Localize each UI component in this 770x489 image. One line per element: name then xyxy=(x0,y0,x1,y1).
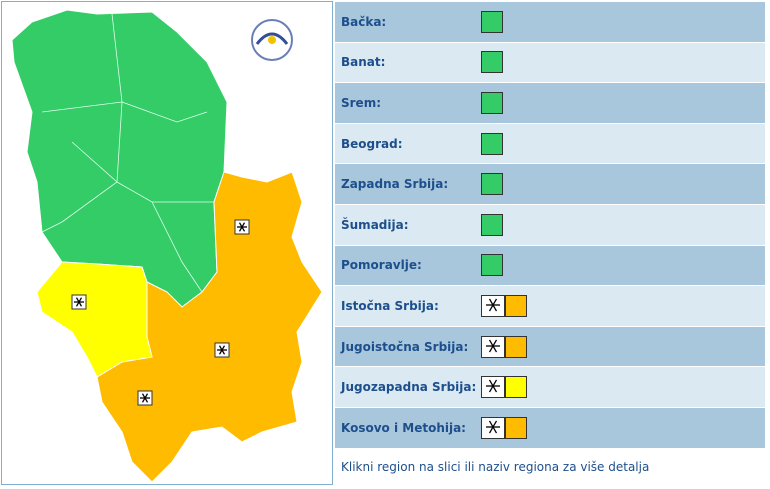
region-name[interactable]: Jugoistočna Srbija: xyxy=(341,339,469,354)
snow-glyph xyxy=(486,420,500,434)
snow-stroke xyxy=(488,420,498,434)
status-cell xyxy=(481,416,527,439)
status-cell xyxy=(481,294,527,317)
map-border xyxy=(151,201,203,293)
snow-stroke xyxy=(488,298,498,312)
snow-stroke xyxy=(488,339,498,352)
status-square xyxy=(505,335,527,358)
region-row: Jugozapadna Srbija: xyxy=(335,367,765,408)
status-cell xyxy=(481,173,503,196)
status-square xyxy=(505,416,527,439)
status-cell xyxy=(481,132,503,155)
snow-glyph xyxy=(486,339,500,352)
map-snow-icon xyxy=(71,294,87,310)
region-name[interactable]: Pomoravlje: xyxy=(341,258,422,273)
snow-glyph xyxy=(486,298,500,312)
status-cell xyxy=(481,51,503,74)
status-square xyxy=(481,132,503,155)
snow-icon xyxy=(481,335,505,358)
status-square xyxy=(481,213,503,236)
map-region[interactable] xyxy=(36,261,153,378)
region-name[interactable]: Kosovo i Metohija: xyxy=(341,420,466,435)
footer-hint: Klikni region na slici ili naziv regiona… xyxy=(341,460,650,474)
map-border xyxy=(41,101,208,123)
region-row: Istočna Srbija: xyxy=(335,286,765,327)
region-row: Banat: xyxy=(335,42,765,84)
region-map xyxy=(1,1,333,485)
map-snow-icon xyxy=(137,390,153,406)
status-cell xyxy=(481,335,527,358)
region-table: Bačka: Banat: Srem: Beograd: Zapadna Srbija:… xyxy=(335,2,765,449)
map-border xyxy=(41,141,118,233)
region-name[interactable]: Bačka: xyxy=(341,14,387,29)
snow-icon xyxy=(481,294,505,317)
logo xyxy=(251,19,293,61)
map-snow-icon xyxy=(234,219,250,235)
region-name[interactable]: Istočna Srbija: xyxy=(341,298,439,313)
region-row: Bačka: xyxy=(335,2,765,43)
region-name[interactable]: Srem: xyxy=(341,95,382,110)
map-region[interactable] xyxy=(11,9,228,308)
status-square xyxy=(505,376,527,399)
status-square xyxy=(481,91,503,114)
status-cell xyxy=(481,91,503,114)
map-region[interactable] xyxy=(96,171,323,483)
map-snow-icon xyxy=(214,342,230,358)
status-cell xyxy=(481,254,503,277)
status-square xyxy=(481,51,503,74)
status-square xyxy=(505,294,527,317)
status-square xyxy=(481,10,503,33)
snow-icon xyxy=(481,416,505,439)
region-row: Srem: xyxy=(335,83,765,124)
snow-stroke xyxy=(238,222,246,232)
status-cell xyxy=(481,213,503,236)
snow-stroke xyxy=(488,379,498,393)
region-row: Zapadna Srbija: xyxy=(335,164,765,205)
status-cell xyxy=(481,376,527,399)
snow-stroke xyxy=(218,345,226,355)
region-name[interactable]: Beograd: xyxy=(341,136,403,151)
status-cell xyxy=(481,10,503,33)
region-row: Šumadija: xyxy=(335,204,765,246)
snow-glyph xyxy=(486,379,500,393)
snow-stroke xyxy=(75,297,83,307)
region-name[interactable]: Banat: xyxy=(341,55,386,70)
region-name[interactable]: Jugozapadna Srbija: xyxy=(341,380,477,395)
region-name[interactable]: Šumadija: xyxy=(341,217,409,232)
status-square xyxy=(481,173,503,196)
snow-icon xyxy=(481,376,505,399)
snow-stroke xyxy=(141,393,149,403)
region-name[interactable]: Zapadna Srbija: xyxy=(341,177,449,192)
region-row: Beograd: xyxy=(335,123,765,165)
status-square xyxy=(481,254,503,277)
region-row: Kosovo i Metohija: xyxy=(335,407,765,449)
region-row: Jugoistočna Srbija: xyxy=(335,326,765,368)
region-row: Pomoravlje: xyxy=(335,245,765,287)
